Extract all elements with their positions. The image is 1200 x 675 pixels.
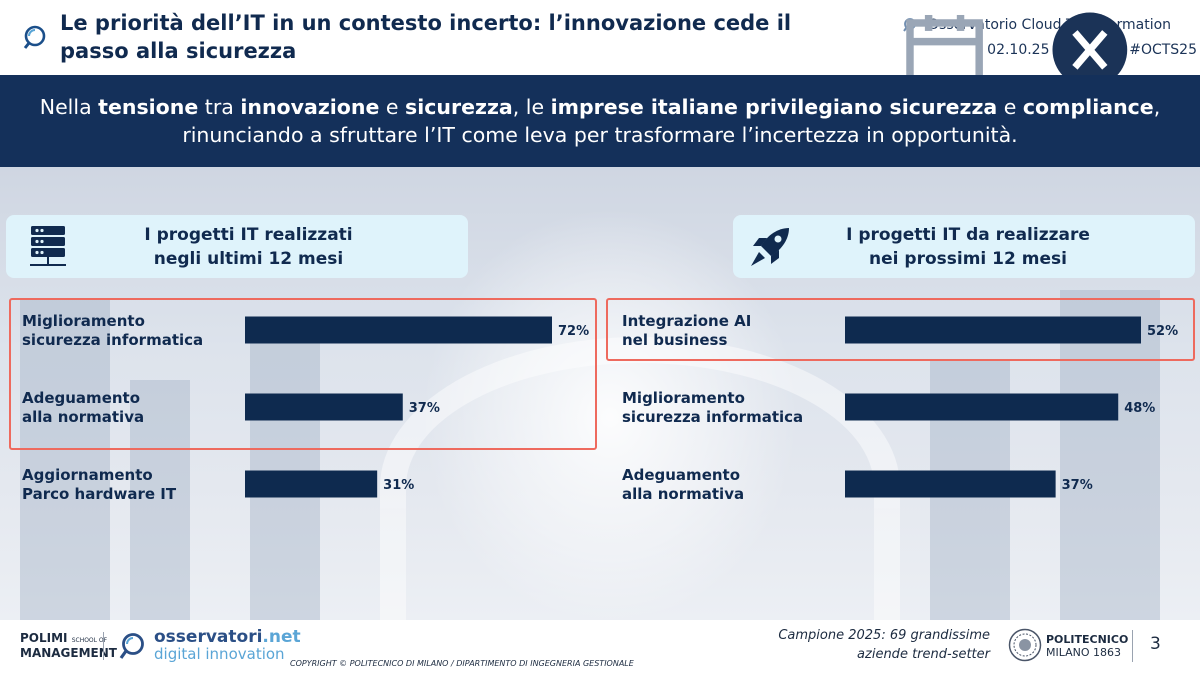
category-label-0-0: Miglioramento	[22, 312, 145, 330]
category-label-1-0: Integrazione AI	[622, 312, 751, 330]
bg-building	[130, 380, 190, 620]
politecnico-name: POLITECNICO MILANO 1863	[1046, 633, 1129, 659]
panel-header-past: I progetti IT realizzati negli ultimi 12…	[6, 215, 468, 278]
category-label-0-0: sicurezza informatica	[22, 331, 203, 349]
bar-0-1	[245, 393, 403, 421]
category-label-1-2: alla normativa	[622, 485, 744, 503]
server-icon	[30, 226, 66, 266]
event-hashtag: #OCTS25	[1129, 42, 1197, 58]
value-label-0-2: 31%	[383, 478, 414, 493]
osservatori-magnifier-icon	[23, 25, 46, 49]
rocket-icon	[751, 228, 789, 266]
slide-header: Le priorità dell’IT in un contesto incer…	[0, 0, 1200, 89]
panel-title-future-line2: nei prossimi 12 mesi	[869, 249, 1067, 269]
slide-footer: POLIMI SCHOOL OF MANAGEMENT osservatori.…	[0, 620, 1200, 675]
category-label-1-0: nel business	[622, 331, 727, 349]
divider	[1132, 630, 1133, 662]
value-label-1-1: 48%	[1124, 401, 1155, 416]
osservatori-logo-icon	[119, 633, 144, 659]
category-label-0-1: alla normativa	[22, 408, 144, 426]
copyright-text: COPYRIGHT © POLITECNICO DI MILANO / DIPA…	[290, 659, 634, 668]
category-label-1-1: Miglioramento	[622, 389, 745, 407]
value-label-0-1: 37%	[409, 401, 440, 416]
value-label-1-0: 52%	[1147, 324, 1178, 339]
bar-1-0	[845, 316, 1141, 344]
value-label-1-2: 37%	[1062, 478, 1093, 493]
panel-header-future: I progetti IT da realizzare nei prossimi…	[733, 215, 1195, 278]
page-title: Le priorità dell’IT in un contesto incer…	[60, 11, 792, 63]
panel-title-past-line1: I progetti IT realizzati	[144, 225, 353, 245]
category-label-1-2: Adeguamento	[622, 466, 740, 484]
bar-0-2	[245, 470, 378, 498]
category-label-0-2: Aggiornamento	[22, 466, 153, 484]
polimi-logo: POLIMI SCHOOL OF MANAGEMENT	[20, 631, 117, 660]
panel-title-past-line2: negli ultimi 12 mesi	[153, 249, 344, 269]
key-message-banner: Nella tensione tra innovazione e sicurez…	[0, 75, 1200, 167]
event-date: 02.10.25	[987, 42, 1050, 58]
bar-1-1	[845, 393, 1119, 421]
politecnico-seal-icon	[1008, 628, 1042, 662]
banner-line-2: rinunciando a sfruttare l’IT come leva p…	[182, 123, 1018, 147]
sample-note: Campione 2025: 69 grandissime aziende tr…	[778, 628, 990, 662]
bar-1-2	[845, 470, 1056, 498]
highlight-box-future	[606, 298, 1195, 361]
highlight-box-past	[9, 298, 597, 450]
bg-building	[20, 300, 110, 620]
panel-title-future-line1: I progetti IT da realizzare	[846, 225, 1090, 245]
category-label-0-2: Parco hardware IT	[22, 485, 177, 503]
bar-0-0	[245, 316, 552, 344]
osservatori-name: osservatori.net	[154, 627, 301, 647]
bg-building	[1060, 290, 1160, 620]
value-label-0-0: 72%	[558, 324, 589, 339]
category-label-0-1: Adeguamento	[22, 389, 140, 407]
banner-line-1: Nella tensione tra innovazione e sicurez…	[39, 95, 1161, 119]
category-label-1-1: sicurezza informatica	[622, 408, 803, 426]
divider	[103, 632, 104, 660]
x-twitter-icon	[1051, 12, 1127, 88]
page-number: 3	[1150, 634, 1161, 654]
osservatori-subtitle: digital innovation	[154, 645, 285, 663]
